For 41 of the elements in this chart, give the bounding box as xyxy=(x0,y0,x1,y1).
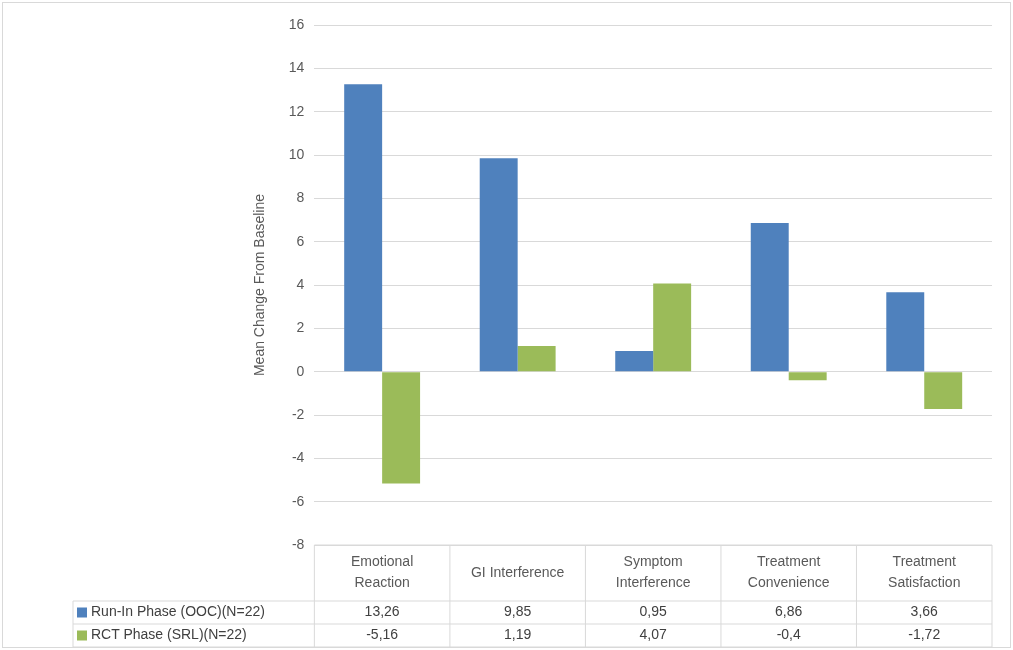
y-tick-label: -4 xyxy=(291,449,305,466)
y-tick-label: 16 xyxy=(288,15,305,32)
bar xyxy=(750,223,789,372)
legend-label: Run-In Phase (OOC)(N=22) xyxy=(91,603,265,620)
data-label: 1,19 xyxy=(504,626,532,643)
bar xyxy=(344,84,383,372)
y-tick-label: 4 xyxy=(296,275,305,292)
data-label: -1,72 xyxy=(908,626,941,643)
bar xyxy=(924,372,963,409)
y-tick-label: 8 xyxy=(296,189,305,206)
data-label: 6,86 xyxy=(775,603,803,620)
y-tick-label: 2 xyxy=(296,319,305,336)
y-tick-label: 10 xyxy=(288,145,305,162)
bar xyxy=(886,292,925,372)
bar xyxy=(788,372,827,381)
y-tick-label: 6 xyxy=(296,232,305,249)
data-label: 13,26 xyxy=(364,603,400,620)
x-tick-label: Treatment Convenience xyxy=(747,553,830,591)
bar xyxy=(382,372,421,484)
data-label: -5,16 xyxy=(366,626,399,643)
legend-label: RCT Phase (SRL)(N=22) xyxy=(91,626,247,643)
data-label: -0,4 xyxy=(776,626,801,643)
x-tick-label: Emotional Reaction xyxy=(351,553,414,591)
y-tick-label: 14 xyxy=(288,59,305,76)
y-tick-label: 0 xyxy=(296,362,305,379)
x-tick-label: GI Interference xyxy=(470,563,565,580)
bar xyxy=(653,283,692,372)
x-tick-label: Treatment Satisfaction xyxy=(888,553,961,591)
bar xyxy=(517,345,556,372)
data-label: 3,66 xyxy=(910,603,939,620)
y-tick-label: -8 xyxy=(291,535,305,552)
y-tick-label: -2 xyxy=(291,405,305,422)
data-label: 4,07 xyxy=(639,626,668,643)
data-label: 9,85 xyxy=(504,603,532,620)
y-tick-label: -6 xyxy=(291,492,305,509)
bar xyxy=(479,158,518,372)
x-tick-label: Symptom Interference xyxy=(615,553,691,591)
y-axis-title: Mean Change From Baseline xyxy=(251,193,268,377)
y-tick-label: 12 xyxy=(288,102,305,119)
bar xyxy=(615,351,654,372)
data-label: 0,95 xyxy=(639,603,668,620)
